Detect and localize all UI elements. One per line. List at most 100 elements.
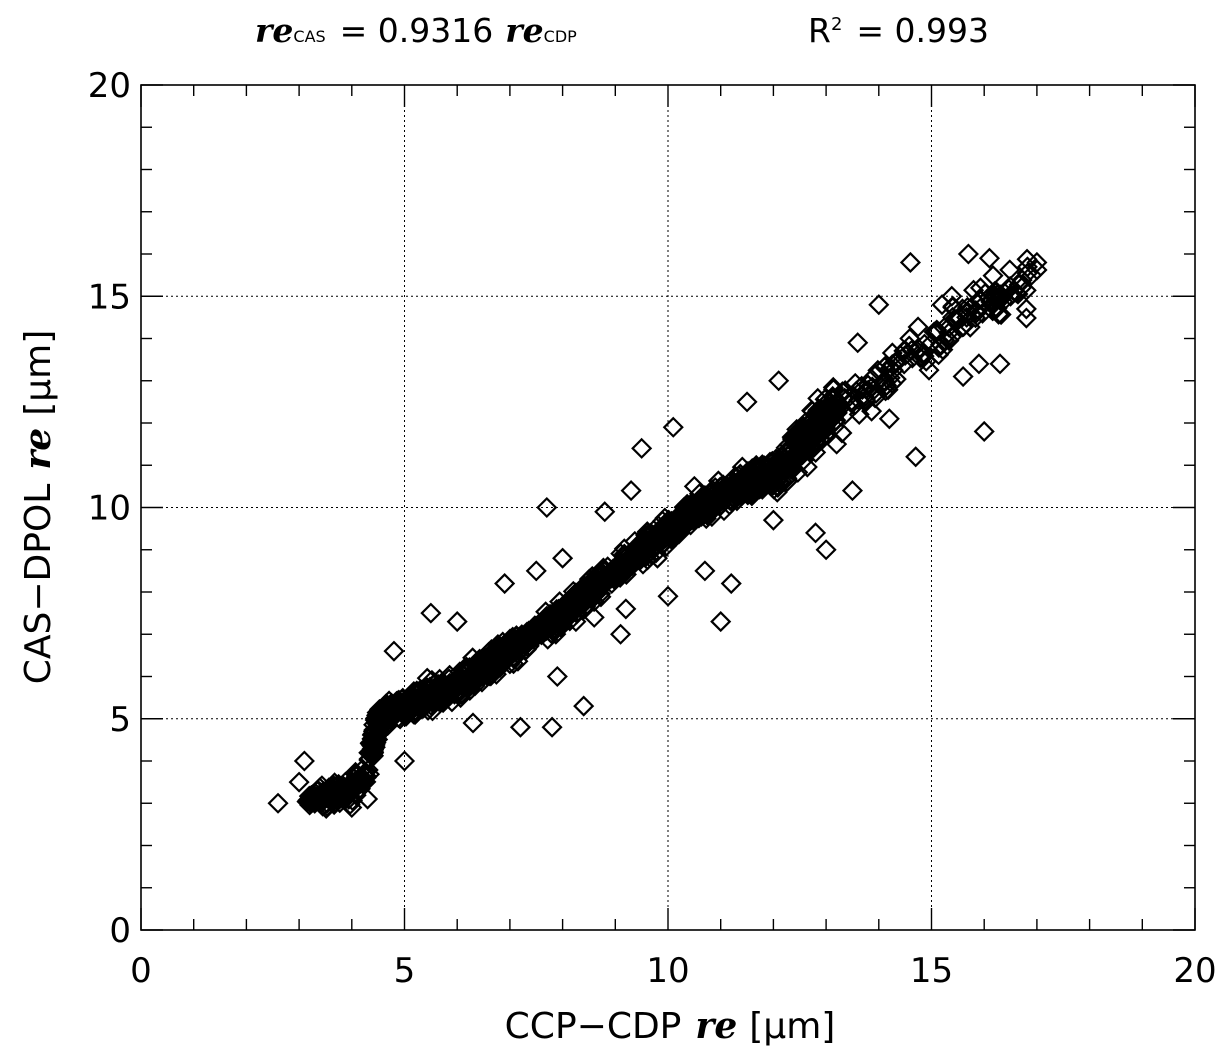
data-point (805, 522, 827, 544)
data-point (620, 480, 642, 502)
data-point (847, 332, 869, 354)
data-point (960, 296, 982, 319)
data-point (307, 788, 329, 810)
data-point (331, 783, 353, 805)
data-point (533, 613, 555, 635)
fit-rhs-sub: CDP (544, 27, 577, 46)
data-point (506, 634, 528, 656)
data-point (873, 370, 895, 392)
data-point (566, 603, 588, 625)
data-point (822, 395, 844, 417)
data-point (959, 316, 981, 338)
data-point (894, 344, 916, 366)
data-point (970, 296, 992, 318)
data-point (349, 772, 371, 794)
data-point (525, 560, 547, 582)
fit-lhs-sub: CAS (293, 27, 325, 46)
data-point (841, 480, 864, 502)
data-point (810, 420, 832, 443)
data-point (622, 550, 644, 572)
data-point (420, 602, 442, 624)
data-point (631, 437, 653, 459)
data-point (311, 784, 334, 806)
data-point (341, 796, 363, 819)
data-point (798, 424, 820, 446)
data-point (682, 500, 704, 522)
data-point (1015, 307, 1037, 329)
data-point (822, 386, 844, 409)
data-point (826, 433, 848, 455)
plot-frame (140, 84, 1196, 931)
data-point (879, 367, 901, 389)
data-point (683, 475, 705, 497)
fit-equation: = 0.9316 (340, 11, 494, 50)
data-point (446, 611, 468, 633)
r-squared: R2 = 0.993 (808, 11, 989, 50)
data-point (697, 503, 719, 525)
data-point (552, 547, 574, 569)
data-point (499, 653, 521, 675)
data-point (965, 302, 987, 324)
data-point (1011, 276, 1033, 298)
data-point (667, 511, 689, 533)
data-point (509, 716, 531, 738)
data-point (878, 408, 900, 430)
data-point (510, 628, 532, 650)
data-point (428, 679, 450, 701)
data-point (899, 251, 921, 274)
data-point (720, 572, 742, 595)
data-point (762, 509, 784, 531)
data-point (962, 279, 985, 301)
data-point (736, 391, 758, 413)
data-point (357, 788, 379, 810)
data-point (752, 454, 774, 476)
data-point (942, 306, 964, 328)
data-point (357, 759, 379, 781)
data-point (948, 306, 970, 328)
y-tick-label: 20 (88, 66, 131, 106)
data-point (973, 420, 995, 443)
data-point (288, 771, 310, 793)
data-point (768, 370, 790, 392)
data-point (494, 572, 516, 595)
data-point (794, 412, 816, 434)
fit-lhs-symbol: re (255, 11, 293, 50)
data-point (657, 585, 679, 607)
data-point (573, 695, 595, 717)
r2-label: R (808, 11, 831, 50)
data-point (928, 336, 950, 359)
x-tick-label: 10 (646, 951, 689, 991)
data-point (541, 716, 563, 738)
data-point (293, 750, 315, 772)
data-point (952, 365, 974, 388)
data-point (400, 695, 422, 718)
data-point (881, 342, 903, 364)
data-point (478, 646, 500, 668)
y-axis-unit: [μm] (18, 330, 59, 416)
data-point (607, 559, 629, 581)
data-point (371, 704, 394, 726)
x-tick-label: 15 (910, 951, 953, 991)
x-axis-label: CCP−CDP re [μm] (505, 1005, 836, 1047)
data-point (990, 285, 1012, 308)
data-point (599, 566, 621, 588)
data-point (982, 265, 1004, 287)
data-point (318, 780, 340, 802)
chart-title: reCAS = 0.9316 reCDP (255, 11, 577, 50)
data-point (721, 477, 743, 499)
grid-lines (141, 85, 1195, 930)
data-point (646, 547, 669, 569)
data-point (662, 416, 684, 438)
data-point (851, 375, 873, 397)
data-point (383, 640, 405, 662)
data-point (615, 598, 637, 620)
data-point (580, 588, 602, 610)
data-point (811, 399, 833, 421)
r2-superscript: 2 (831, 14, 842, 35)
data-point (956, 306, 978, 328)
data-point (982, 300, 1004, 322)
data-point (999, 285, 1022, 307)
data-point (874, 356, 896, 378)
data-point (469, 660, 491, 682)
